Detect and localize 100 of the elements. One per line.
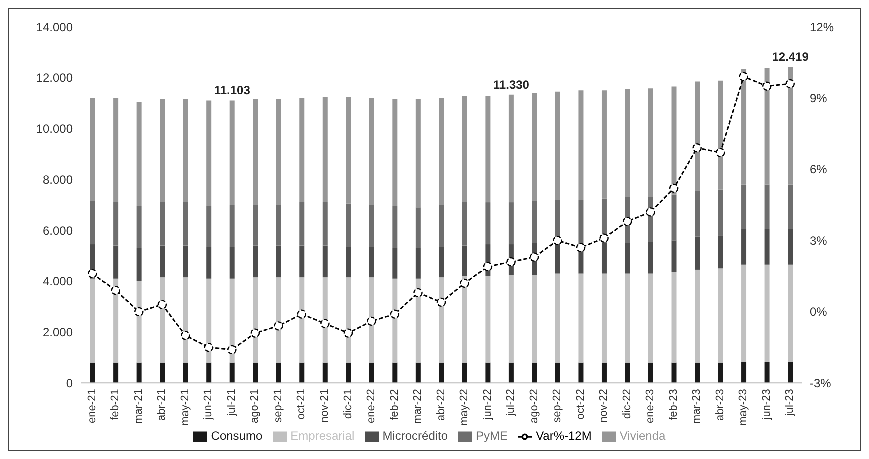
- bar: [648, 88, 654, 198]
- bar: [718, 268, 724, 363]
- bar: [136, 281, 142, 363]
- bar: [625, 89, 630, 198]
- bar: [602, 362, 607, 384]
- point: [739, 72, 748, 82]
- bar: [695, 362, 700, 384]
- y-tick-label: 2.000: [42, 326, 74, 340]
- x-tick-label: sep-22: [552, 389, 564, 423]
- bar: [114, 362, 119, 384]
- bar: [462, 96, 468, 203]
- bar: [322, 96, 328, 203]
- bar: [648, 274, 654, 363]
- bar: [206, 206, 212, 248]
- x-tick-label: mar-23: [691, 389, 704, 424]
- bar: [160, 246, 166, 278]
- bar: [672, 240, 677, 273]
- legend-label: Empresarial: [290, 429, 355, 444]
- total-label: 12.419: [772, 50, 810, 64]
- point: [250, 328, 260, 338]
- bar: [788, 264, 794, 362]
- bar: [764, 68, 770, 185]
- point: [460, 278, 470, 288]
- bar: [136, 362, 142, 384]
- y2-tick-label: 9%: [810, 91, 828, 106]
- bar: [532, 362, 538, 384]
- bar: [578, 90, 584, 200]
- bar: [672, 86, 677, 195]
- x-tick-label: ago-21: [249, 389, 262, 424]
- bar: [206, 278, 212, 363]
- bar: [369, 278, 374, 363]
- x-tick-label: jul-23: [784, 389, 796, 418]
- x-tick-label: dic-22: [621, 389, 634, 420]
- x-tick-label: nov-22: [598, 389, 610, 423]
- point: [530, 252, 540, 262]
- bar: [648, 362, 654, 384]
- x-tick-label: jun-22: [482, 389, 494, 421]
- bar: [625, 243, 630, 274]
- x-tick-label: ene-21: [86, 389, 98, 424]
- point: [158, 300, 168, 310]
- bar: [300, 278, 305, 363]
- bar: [392, 248, 398, 279]
- y-tick-label: 6.000: [42, 224, 74, 238]
- bar: [300, 246, 305, 278]
- bar: [392, 362, 398, 384]
- y-tick-label: 8.000: [42, 172, 74, 187]
- y-tick-label: 4.000: [42, 274, 74, 289]
- bar: [462, 362, 468, 384]
- bar: [90, 98, 96, 202]
- bar: [462, 246, 468, 276]
- point: [786, 79, 795, 89]
- bar: [788, 362, 794, 384]
- bar: [322, 202, 328, 246]
- y2-tick-label: 6%: [810, 162, 828, 177]
- bar: [369, 247, 374, 278]
- bar: [276, 246, 282, 278]
- bar: [764, 229, 770, 265]
- bar: [508, 275, 514, 363]
- bar: [346, 97, 352, 204]
- legend-label: Consumo: [211, 429, 263, 444]
- bar: [788, 184, 794, 230]
- bar: [462, 276, 468, 363]
- bar: [742, 68, 747, 185]
- bar: [788, 67, 794, 185]
- bar: [253, 362, 258, 384]
- x-tick-label: ago-22: [528, 389, 540, 424]
- x-tick-label: abr-23: [714, 389, 726, 421]
- bar: [346, 362, 352, 384]
- x-tick-label: may-22: [458, 389, 471, 426]
- bar: [742, 264, 747, 362]
- bar: [253, 205, 258, 246]
- bar: [625, 362, 630, 384]
- x-tick-label: jun-21: [202, 389, 215, 421]
- bar: [718, 190, 724, 236]
- point: [506, 257, 516, 267]
- x-tick-label: sep-21: [272, 389, 285, 423]
- bar: [253, 246, 258, 278]
- bar: [114, 278, 119, 363]
- bar: [648, 242, 654, 274]
- legend-label: PyME: [476, 429, 508, 444]
- point: [88, 269, 98, 279]
- point: [669, 184, 679, 194]
- bar: [439, 247, 444, 278]
- bar: [416, 362, 421, 384]
- bar: [695, 236, 700, 270]
- x-tick-label: may-23: [738, 389, 750, 426]
- point: [228, 345, 237, 355]
- bar: [555, 362, 560, 384]
- y2-tick-label: 0%: [810, 305, 828, 320]
- x-tick-label: mar-21: [132, 389, 145, 424]
- x-tick-label: ene-23: [644, 389, 657, 424]
- bar: [742, 362, 747, 384]
- y2-tick-label: -3%: [810, 376, 832, 390]
- bar: [183, 100, 188, 203]
- x-tick-label: feb-21: [110, 389, 122, 420]
- x-tick-label: feb-23: [668, 389, 680, 420]
- legend-label: Var%-12M: [536, 429, 592, 444]
- bar: [416, 208, 421, 248]
- bar: [183, 362, 188, 384]
- bar: [160, 100, 166, 203]
